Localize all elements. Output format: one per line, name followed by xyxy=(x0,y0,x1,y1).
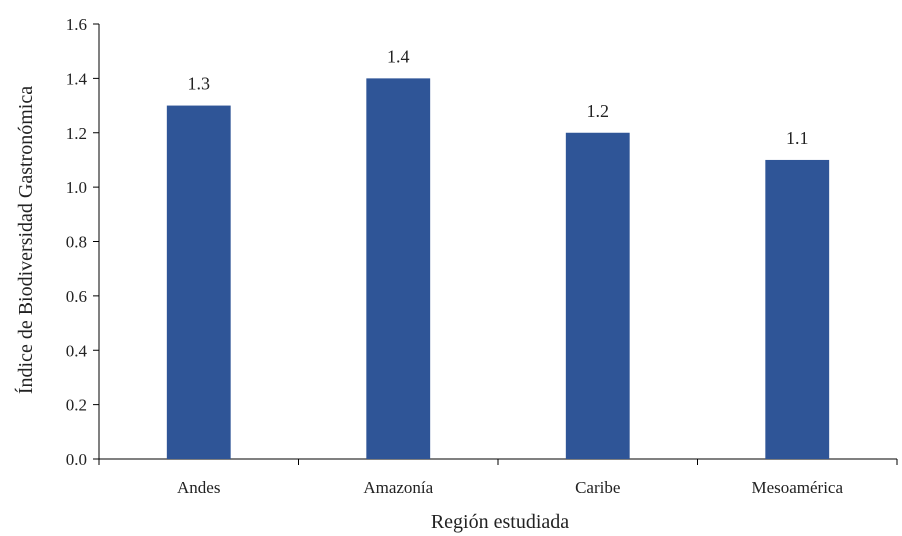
y-tick-label: 1.6 xyxy=(66,15,87,34)
y-tick-label: 0.2 xyxy=(66,396,87,415)
bar xyxy=(565,132,630,459)
bar xyxy=(765,159,830,459)
y-tick-label: 0.6 xyxy=(66,287,87,306)
y-tick-label: 0.0 xyxy=(66,450,87,469)
data-labels: 1.3 1.4 1.2 1.1 xyxy=(188,46,809,148)
y-tick-label: 0.8 xyxy=(66,233,87,252)
y-tick-label: 1.2 xyxy=(66,124,87,143)
bar xyxy=(366,78,431,459)
bar-value-label: 1.4 xyxy=(387,46,410,66)
y-tick-label: 1.0 xyxy=(66,178,87,197)
bars xyxy=(166,78,830,459)
bar-value-label: 1.2 xyxy=(587,101,610,121)
y-tick-label: 1.4 xyxy=(66,69,88,88)
y-axis: 0.0 0.2 0.4 0.6 0.8 1.0 1.2 1.4 1.6 xyxy=(66,15,100,469)
x-axis-title: Región estudiada xyxy=(431,511,569,533)
y-axis-title: Índice de Biodiversidad Gastronómica xyxy=(14,86,37,394)
bar xyxy=(166,105,231,459)
bar-value-label: 1.1 xyxy=(786,128,809,148)
x-tick-label: Caribe xyxy=(575,478,620,497)
x-axis: Andes Amazonía Caribe Mesoamérica xyxy=(98,458,898,497)
x-tick-label: Amazonía xyxy=(363,478,433,497)
bar-value-label: 1.3 xyxy=(188,74,211,94)
y-tick-label: 0.4 xyxy=(66,341,88,360)
x-tick-label: Andes xyxy=(177,478,220,497)
x-tick-label: Mesoamérica xyxy=(751,478,843,497)
